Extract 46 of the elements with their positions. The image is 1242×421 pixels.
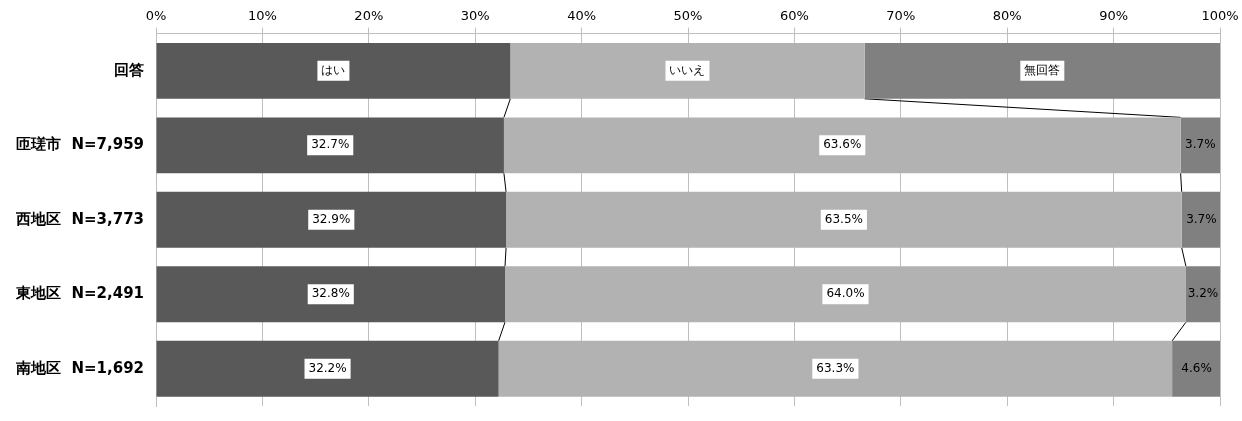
x-tick-label: 0% <box>145 8 167 24</box>
bar <box>864 42 1220 99</box>
bar <box>156 266 505 323</box>
bar <box>156 340 499 397</box>
bar <box>1172 340 1220 397</box>
y-tick-label: 回答 <box>114 60 145 79</box>
x-tick-label: 100% <box>1201 8 1239 24</box>
data-label: 3.7% <box>1186 211 1217 226</box>
y-tick-label: 西地区 N=3,773 <box>15 209 145 228</box>
y-tick-label: 東地区 N=2,491 <box>15 284 145 303</box>
x-tick-label: 30% <box>460 8 490 24</box>
y-tick-label: 南地区 N=1,692 <box>15 358 145 377</box>
bar <box>498 340 1173 397</box>
bar <box>156 191 507 248</box>
data-label: 4.6% <box>1181 360 1212 375</box>
x-tick-label: 50% <box>673 8 703 24</box>
data-label: はい <box>321 62 346 77</box>
data-label: 3.2% <box>1187 286 1219 301</box>
x-tick-label: 60% <box>779 8 809 24</box>
data-label: 無回答 <box>1024 62 1061 77</box>
y-tick-label: 匝瑳市 N=7,959 <box>16 135 145 154</box>
bar <box>1185 266 1220 323</box>
bar <box>505 266 1186 323</box>
x-tick-label: 90% <box>1099 8 1129 24</box>
x-tick-label: 20% <box>354 8 384 24</box>
bar <box>506 191 1182 248</box>
bar <box>156 42 511 99</box>
x-tick-label: 10% <box>247 8 277 24</box>
data-label: 32.9% <box>312 211 351 226</box>
data-label: 63.3% <box>816 360 855 375</box>
data-label: 32.8% <box>311 286 350 301</box>
x-tick-label: 40% <box>567 8 597 24</box>
data-label: いいえ <box>669 62 706 77</box>
bar <box>156 117 504 174</box>
data-label: 3.7% <box>1185 137 1216 152</box>
data-label: 63.6% <box>823 137 862 152</box>
bar <box>510 42 865 99</box>
bar <box>1181 191 1220 248</box>
bar <box>1180 117 1220 174</box>
bar <box>503 117 1181 174</box>
data-label: 32.7% <box>311 137 350 152</box>
data-label: 63.5% <box>824 211 863 226</box>
x-tick-label: 80% <box>992 8 1022 24</box>
x-tick-label: 70% <box>886 8 916 24</box>
data-label: 32.2% <box>308 360 347 375</box>
data-label: 64.0% <box>826 286 865 301</box>
